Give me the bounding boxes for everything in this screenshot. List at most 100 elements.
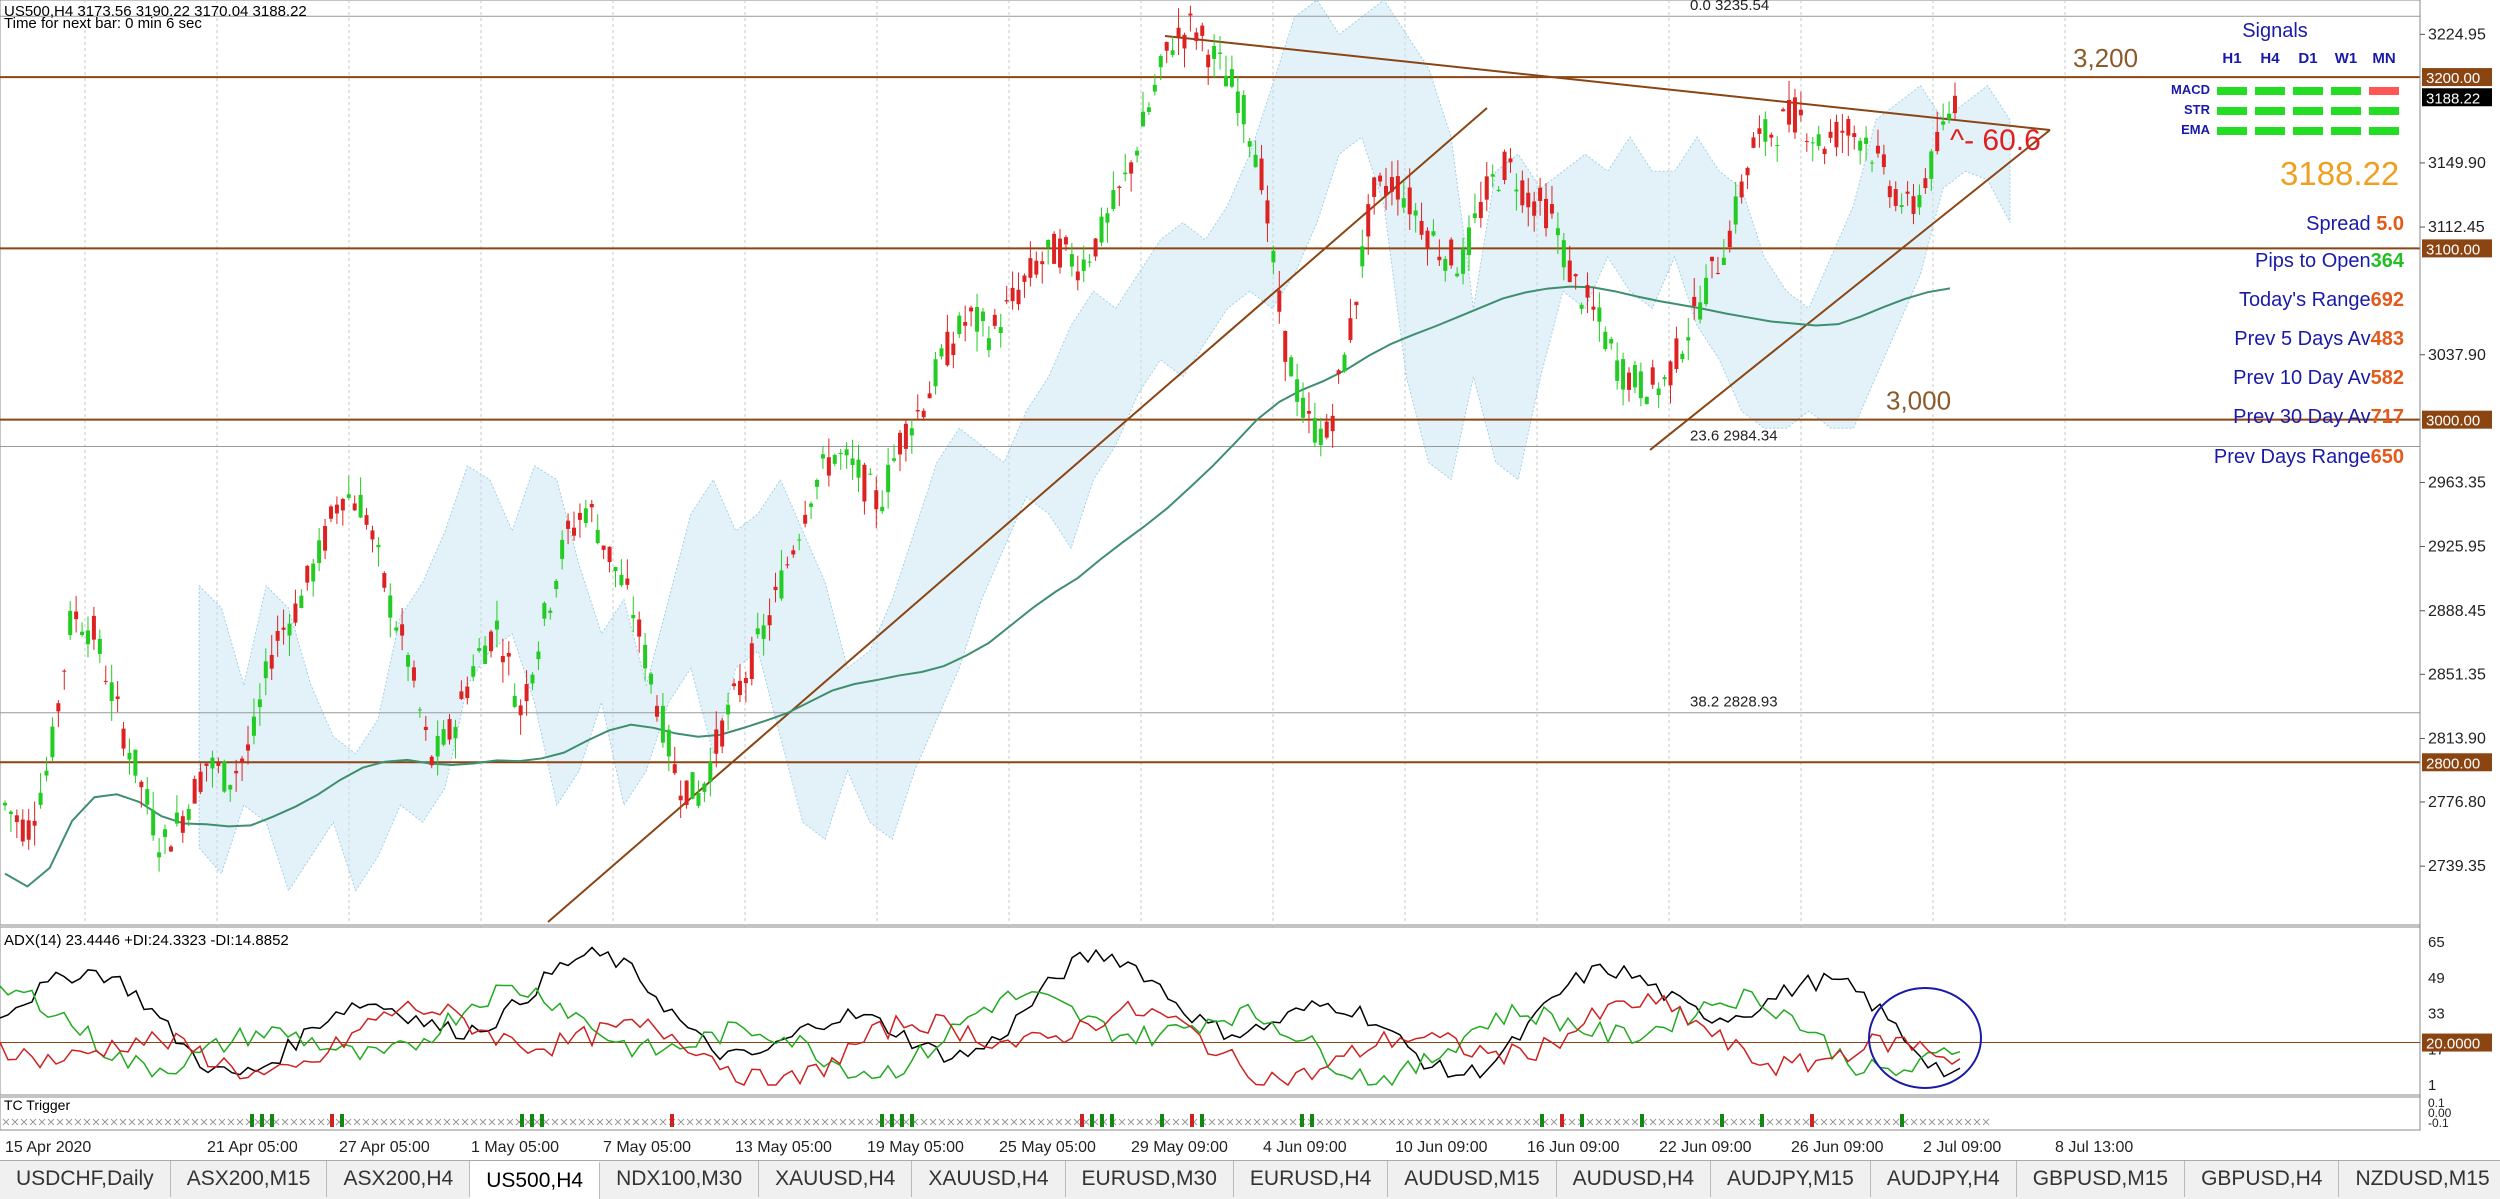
tc-trigger-mark — [1838, 1118, 1846, 1126]
tc-trigger-mark — [551, 1118, 559, 1126]
candle-body — [577, 512, 582, 520]
tc-trigger-mark — [146, 1118, 154, 1126]
candle-body — [376, 544, 381, 548]
chart-tab[interactable]: ASX200,M15 — [171, 1161, 328, 1197]
signal-indicator-str-h1 — [2217, 107, 2247, 115]
candle-body — [103, 680, 108, 682]
tc-sell-arrow — [1560, 1114, 1564, 1127]
tc-trigger-mark — [1766, 1118, 1774, 1126]
tc-buy-arrow — [250, 1114, 254, 1127]
chart-tab[interactable]: GBPUSD,H4 — [2185, 1161, 2340, 1197]
candle-body — [915, 409, 920, 412]
candle-body — [583, 508, 588, 524]
candle-body — [690, 772, 695, 799]
chart-tab[interactable]: AUDUSD,H4 — [1557, 1161, 1712, 1197]
candle-body — [601, 545, 606, 550]
chart-tab[interactable]: GBPUSD,M15 — [2017, 1161, 2186, 1197]
ichimoku-cloud — [198, 0, 2011, 892]
candle-body — [1715, 272, 1720, 274]
tc-trigger-mark — [353, 1118, 361, 1126]
candle-body — [1360, 246, 1365, 267]
adx-level-marker — [2422, 1033, 2492, 1052]
time-axis-label: 19 May 05:00 — [867, 1139, 964, 1156]
price-chart[interactable]: 0.0 3235.54 23.6 2984.34 38.2 2828.93 3,200… — [0, 0, 2500, 1160]
chart-tab[interactable]: XAUUSD,H4 — [912, 1161, 1066, 1197]
chart-tab[interactable]: ASX200,H4 — [327, 1161, 471, 1197]
candle-body — [1579, 304, 1584, 309]
tc-trigger-mark — [1946, 1118, 1954, 1126]
tc-buy-arrow — [270, 1114, 274, 1127]
chart-tab[interactable]: XAUUSD,H4 — [759, 1161, 913, 1197]
candle-body — [749, 643, 754, 679]
candle-body — [246, 744, 251, 751]
candle-body — [1674, 338, 1679, 370]
candle-body — [1727, 230, 1732, 248]
candle-body — [826, 457, 831, 476]
candle-body — [1709, 256, 1714, 262]
tc-trigger-mark — [155, 1118, 163, 1126]
chart-tab[interactable]: AUDUSD,M15 — [1388, 1161, 1557, 1197]
chart-tab[interactable]: EURUSD,M30 — [1066, 1161, 1234, 1197]
level-label: 3,000 — [1886, 386, 1951, 416]
tc-trigger-mark — [110, 1118, 118, 1126]
tc-trigger-mark — [1397, 1118, 1405, 1126]
candle-body — [672, 764, 677, 774]
signal-indicator-macd-mn — [2369, 87, 2399, 95]
tc-trigger-mark — [803, 1118, 811, 1126]
tc-trigger-mark — [1010, 1118, 1018, 1126]
candle-body — [838, 452, 843, 454]
chart-tab[interactable]: NDX100,M30 — [600, 1161, 760, 1197]
chart-tab[interactable]: US500,H4 — [470, 1161, 601, 1199]
candle-body — [222, 761, 227, 792]
tc-trigger-mark — [479, 1118, 487, 1126]
candle-body — [1158, 56, 1163, 68]
candle-body — [518, 705, 523, 716]
price-marker-box — [2422, 753, 2492, 772]
chart-tab[interactable]: USDCHF,Daily — [0, 1161, 171, 1197]
candle-body — [1271, 250, 1276, 263]
tc-trigger-mark — [227, 1118, 235, 1126]
time-axis-label: 26 Jun 09:00 — [1791, 1139, 1884, 1156]
chart-tab[interactable]: NZDUSD,M15 — [2339, 1161, 2500, 1197]
candle-body — [1514, 189, 1519, 192]
candle-body — [1834, 121, 1839, 148]
candle-body — [1668, 361, 1673, 386]
adx-axis-label: 1 — [2428, 1077, 2436, 1094]
candle-body — [637, 619, 642, 637]
tc-trigger-mark — [1910, 1118, 1918, 1126]
tc-trigger-mark — [1514, 1118, 1522, 1126]
signal-col-mn: MN — [2372, 50, 2396, 67]
candle-body — [1069, 254, 1074, 267]
chart-tab[interactable]: AUDJPY,M15 — [1711, 1161, 1871, 1197]
tc-trigger-mark — [1136, 1118, 1144, 1126]
tc-trigger-mark — [1235, 1118, 1243, 1126]
tc-trigger-mark — [596, 1118, 604, 1126]
tc-trigger-mark — [578, 1118, 586, 1126]
candle-body — [797, 539, 802, 541]
candle-body — [382, 573, 387, 588]
candle-body — [992, 314, 997, 326]
stat-row: Prev 5 Days Av483 — [2234, 328, 2404, 351]
candle-body — [1437, 256, 1442, 261]
tc-trigger-mark — [1217, 1118, 1225, 1126]
chart-tab-bar: USDCHF,Daily ASX200,M15 ASX200,H4 US500,H4 N… — [0, 1160, 2500, 1199]
candle-body — [542, 603, 547, 619]
chart-tab[interactable]: EURUSD,H4 — [1234, 1161, 1389, 1197]
candle-body — [1342, 354, 1347, 372]
tc-trigger-mark — [83, 1118, 91, 1126]
candle-body — [1911, 196, 1916, 214]
candle-body — [1721, 257, 1726, 265]
tc-trigger-mark — [1280, 1118, 1288, 1126]
tc-trigger-mark — [1748, 1118, 1756, 1126]
chart-tab[interactable]: AUDJPY,H4 — [1871, 1161, 2017, 1197]
candle-body — [1704, 277, 1709, 305]
tc-trigger-mark — [1568, 1118, 1576, 1126]
signal-col-d1: D1 — [2298, 50, 2318, 67]
tc-trigger-mark — [443, 1118, 451, 1126]
trendline-support — [1649, 129, 2051, 451]
tc-trigger-mark — [830, 1118, 838, 1126]
tc-trigger-mark — [1181, 1118, 1189, 1126]
tc-trigger-mark — [1964, 1118, 1972, 1126]
candle-body — [951, 343, 956, 356]
tc-trigger-mark — [1919, 1118, 1927, 1126]
